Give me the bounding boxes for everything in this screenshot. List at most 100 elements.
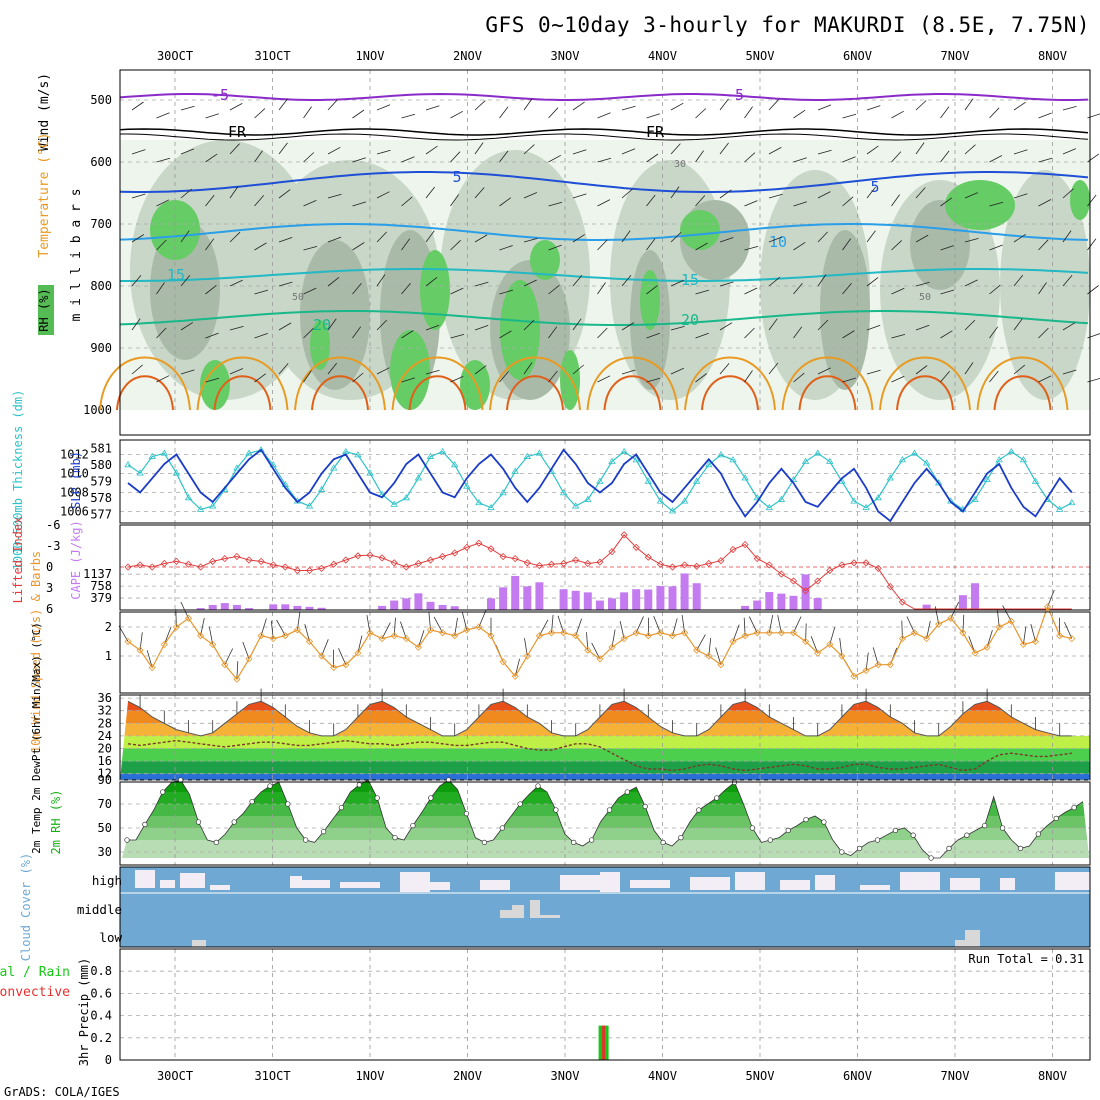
contour-label: 50 bbox=[919, 292, 931, 303]
rh-point bbox=[910, 832, 916, 838]
cape-bar bbox=[692, 583, 701, 610]
thickness-point bbox=[826, 457, 834, 464]
rh-point bbox=[499, 825, 505, 831]
wind-barb bbox=[817, 319, 829, 331]
wind-barb bbox=[866, 105, 881, 111]
li-point bbox=[620, 531, 628, 539]
thickness-point bbox=[874, 494, 882, 501]
li-point bbox=[439, 552, 447, 561]
rh-contour-90 bbox=[680, 210, 720, 250]
rh-point bbox=[821, 819, 827, 825]
cloud-gap bbox=[512, 905, 524, 918]
surface-wind-barb bbox=[715, 647, 722, 665]
cloud-gap bbox=[500, 910, 512, 918]
li-point bbox=[499, 552, 507, 561]
date-label-bottom: 5NOV bbox=[746, 1069, 775, 1083]
wind-barb bbox=[1062, 148, 1077, 155]
legend-total-rain: Total / Rain bbox=[0, 965, 70, 980]
footer-credit: GrADS: COLA/IGES bbox=[4, 1085, 120, 1099]
wind-barb bbox=[548, 326, 558, 339]
wind-speed-point bbox=[172, 623, 180, 631]
contour-label: 20 bbox=[681, 311, 699, 329]
thickness-point bbox=[1007, 447, 1016, 454]
wind-barb bbox=[278, 281, 293, 287]
wind-barb bbox=[646, 332, 660, 339]
rh-tick-label: 50 bbox=[98, 821, 112, 835]
wind-barb bbox=[1062, 230, 1072, 243]
cloud-gap bbox=[955, 940, 980, 947]
surface-wind-barb bbox=[418, 630, 425, 648]
wind-barb bbox=[964, 238, 979, 243]
wind-barb bbox=[670, 102, 684, 111]
wind-barb bbox=[401, 238, 411, 251]
wind-barb bbox=[474, 142, 484, 155]
wind-barb bbox=[229, 231, 241, 243]
wind-barb bbox=[450, 151, 461, 163]
wind-barb bbox=[646, 285, 658, 295]
xsec-ylabel: m i l l i b a r s bbox=[69, 188, 84, 321]
rh-line bbox=[127, 779, 1084, 859]
date-label-top: 4NOV bbox=[648, 49, 677, 63]
thickness-point bbox=[196, 505, 205, 512]
wind-barb bbox=[205, 238, 215, 251]
wind-speed-point bbox=[1019, 640, 1027, 648]
rh-tick-label: 70 bbox=[98, 797, 112, 811]
rh-point bbox=[999, 825, 1006, 831]
wind-barb bbox=[425, 324, 440, 331]
wind-barb bbox=[572, 274, 583, 287]
rh-point bbox=[1035, 831, 1041, 837]
thickness-tick-label: 581 bbox=[90, 441, 112, 455]
wind-speed-point bbox=[850, 672, 858, 680]
wind-barb bbox=[670, 186, 680, 199]
wind-speed-point bbox=[402, 635, 410, 643]
wind-barb bbox=[940, 150, 950, 163]
wind-barb bbox=[425, 145, 438, 155]
wind-barb bbox=[327, 99, 338, 111]
wind-barb bbox=[989, 107, 1000, 119]
rh-point bbox=[553, 807, 559, 813]
wind-ylabel: 10m Wind Speed (m/s) & Barbs bbox=[29, 551, 43, 753]
thickness-point bbox=[208, 502, 217, 509]
wind-speed-point bbox=[160, 640, 168, 648]
cape-bar bbox=[583, 592, 592, 610]
wind-barb bbox=[131, 275, 142, 287]
wind-speed-point bbox=[681, 629, 689, 637]
clear-sky-gap bbox=[290, 876, 302, 888]
wind-barb bbox=[646, 238, 656, 251]
wind-barb bbox=[523, 98, 533, 111]
surface-wind-barb bbox=[146, 650, 153, 668]
wind-barb bbox=[352, 326, 362, 339]
wind-barb bbox=[303, 327, 314, 339]
li-point bbox=[414, 559, 422, 568]
wind-barb bbox=[597, 282, 606, 295]
li-point bbox=[656, 560, 664, 568]
wind-barb bbox=[964, 362, 974, 375]
wind-barb bbox=[695, 108, 707, 119]
temp-frame bbox=[119, 694, 1091, 781]
wind-barb bbox=[303, 106, 312, 119]
li-point bbox=[826, 566, 834, 575]
wind-barb bbox=[670, 143, 681, 155]
cape-bar bbox=[644, 589, 653, 610]
thickness-point bbox=[801, 457, 810, 464]
wind-barb bbox=[1062, 188, 1074, 199]
wind-speed-point bbox=[257, 632, 265, 640]
thickness-point bbox=[414, 474, 423, 481]
cape-bar bbox=[608, 598, 616, 610]
surface-wind-barb bbox=[872, 647, 879, 665]
clear-sky-gap bbox=[900, 872, 940, 890]
rh-point bbox=[714, 795, 720, 801]
wind-barb bbox=[1013, 274, 1024, 287]
pressure-tick-label: 1000 bbox=[83, 403, 112, 417]
li-point bbox=[402, 563, 410, 571]
cape-bar bbox=[378, 605, 387, 610]
wind-barb bbox=[597, 239, 608, 251]
li-point bbox=[245, 556, 253, 564]
wind-barb bbox=[1087, 194, 1097, 207]
cloud-gap bbox=[530, 900, 540, 918]
li-point bbox=[741, 541, 749, 549]
wind-speed-point bbox=[729, 637, 737, 646]
wind-barb bbox=[621, 148, 636, 155]
wind-barb bbox=[768, 193, 783, 199]
wind-barb bbox=[1013, 149, 1028, 155]
